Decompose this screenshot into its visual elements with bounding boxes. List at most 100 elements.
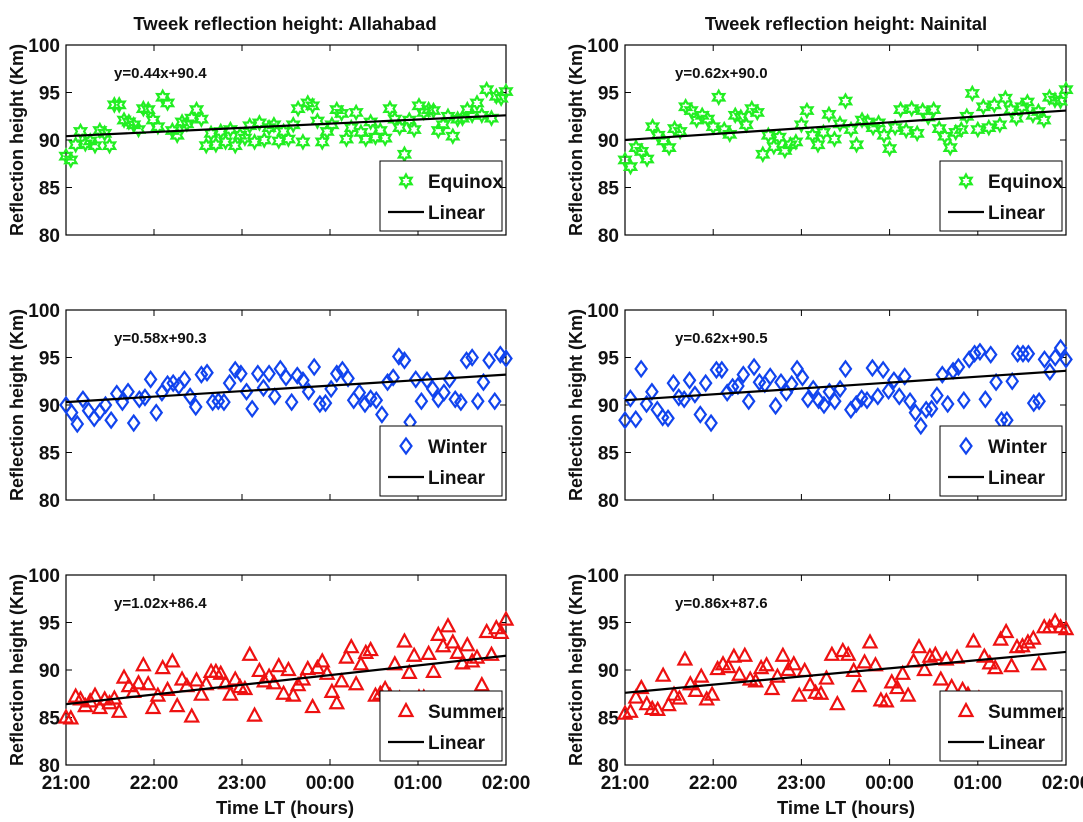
data-point	[454, 654, 471, 670]
data-point	[898, 121, 914, 140]
data-point	[812, 684, 830, 700]
data-point	[285, 115, 301, 134]
y-tick-label: 80	[39, 756, 60, 777]
data-point	[262, 364, 276, 384]
data-point	[926, 100, 942, 119]
data-point	[981, 118, 997, 137]
y-tick-label: 100	[587, 301, 619, 322]
data-point	[799, 101, 815, 120]
legend-box	[379, 425, 503, 497]
data-point	[973, 342, 987, 362]
data-point	[1037, 350, 1052, 369]
data-point	[997, 89, 1014, 108]
data-point	[150, 117, 166, 136]
data-point	[964, 84, 980, 103]
data-point	[369, 390, 384, 410]
data-point	[837, 92, 854, 110]
data-point	[348, 103, 364, 122]
legend: Equinox Linear	[939, 160, 1063, 232]
data-point	[347, 674, 365, 691]
data-point	[1036, 111, 1052, 129]
data-point	[429, 625, 447, 641]
xlabel-right: Time LT (hours)	[777, 797, 915, 818]
data-point	[749, 103, 765, 122]
data-point	[70, 414, 85, 434]
data-point	[811, 390, 826, 410]
data-point	[975, 647, 993, 663]
data-point	[654, 666, 672, 682]
data-point	[1003, 656, 1020, 673]
data-point	[342, 637, 360, 654]
data-point	[295, 133, 311, 151]
data-point	[63, 151, 79, 169]
data-point	[341, 369, 355, 388]
data-point	[458, 635, 476, 652]
data-point	[352, 654, 370, 671]
data-point	[815, 123, 832, 142]
data-point	[188, 671, 205, 687]
data-point	[473, 675, 491, 692]
y-tick-label: 90	[598, 396, 619, 417]
data-point	[284, 392, 299, 412]
fit-line	[624, 650, 1067, 694]
legend-marker	[959, 436, 973, 456]
fit-equation: y=1.02x+86.4	[114, 595, 207, 612]
data-point	[997, 622, 1015, 639]
x-tick-label: 22:00	[689, 773, 738, 794]
data-point	[741, 391, 756, 411]
y-tick-label: 85	[39, 444, 61, 465]
fit-equation: y=0.86x+87.6	[675, 595, 768, 612]
data-point	[72, 690, 89, 706]
data-point	[275, 684, 292, 700]
data-point	[126, 413, 141, 433]
data-point	[396, 632, 413, 648]
data-point	[357, 643, 375, 659]
data-point	[101, 136, 118, 155]
legend: Winter Linear	[939, 425, 1063, 497]
data-point	[760, 126, 776, 145]
data-point	[375, 405, 389, 424]
data-point	[246, 706, 263, 722]
data-point	[408, 369, 423, 389]
x-tick-label: 01:00	[953, 773, 1002, 794]
y-tick-label: 85	[39, 709, 61, 730]
data-point	[784, 374, 799, 394]
data-point	[839, 645, 857, 661]
y-tick-label: 95	[598, 84, 620, 105]
data-point	[628, 409, 643, 429]
data-point	[217, 133, 234, 151]
data-point	[362, 113, 379, 131]
data-point	[234, 364, 248, 384]
data-point	[76, 389, 90, 409]
data-point	[1024, 629, 1042, 645]
data-point	[937, 650, 955, 666]
data-point	[338, 130, 355, 148]
data-point	[992, 630, 1010, 646]
y-tick-label: 95	[39, 614, 61, 635]
legend-fit-label: Linear	[428, 733, 486, 754]
title-allahabad: Tweek reflection height: Allahabad	[133, 13, 436, 34]
data-point	[217, 392, 231, 412]
y-axis-label: Reflection height (Km)	[7, 44, 27, 236]
data-point	[97, 124, 113, 143]
data-point	[845, 661, 863, 678]
data-point	[256, 378, 271, 398]
data-point	[483, 645, 500, 661]
data-point	[76, 696, 94, 713]
y-tick-label: 100	[28, 301, 60, 322]
data-point	[682, 370, 697, 390]
y-axis-label: Reflection height (Km)	[566, 309, 586, 501]
data-point	[160, 374, 175, 394]
data-point	[661, 138, 677, 157]
data-point	[771, 128, 788, 146]
legend: Winter Linear	[379, 425, 503, 497]
data-point	[173, 670, 191, 686]
data-point	[747, 357, 761, 377]
y-tick-label: 80	[39, 491, 60, 512]
data-point	[222, 373, 237, 393]
data-point	[414, 391, 429, 411]
data-point	[352, 383, 367, 403]
y-tick-label: 90	[39, 131, 60, 152]
data-point	[801, 675, 819, 692]
